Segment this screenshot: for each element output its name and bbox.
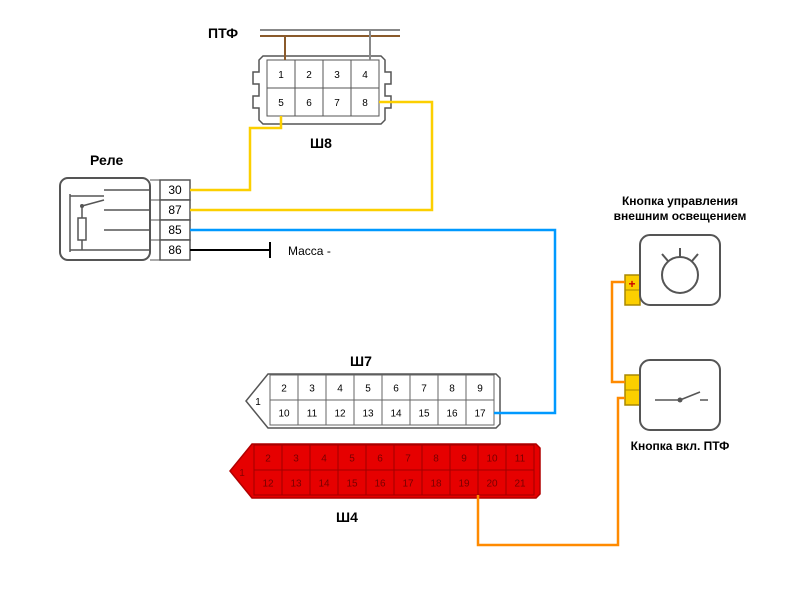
svg-text:16: 16 bbox=[446, 409, 458, 420]
svg-text:21: 21 bbox=[514, 479, 526, 490]
svg-text:5: 5 bbox=[278, 98, 284, 109]
ptf-label: ПТФ bbox=[208, 25, 238, 41]
svg-text:11: 11 bbox=[515, 454, 526, 465]
wire-30-sh8-1 bbox=[190, 116, 281, 190]
svg-text:16: 16 bbox=[374, 479, 386, 490]
btn-ptf-label: Кнопка вкл. ПТФ bbox=[631, 439, 730, 453]
svg-text:+: + bbox=[628, 277, 635, 291]
btn-ptf bbox=[625, 360, 720, 430]
svg-text:12: 12 bbox=[334, 409, 346, 420]
svg-text:86: 86 bbox=[168, 243, 182, 257]
connector-sh4: 2 3 4 5 6 7 8 9 10 11 12 13 14 15 16 17 18 19 20 21 1 bbox=[230, 444, 540, 498]
svg-text:2: 2 bbox=[281, 384, 287, 395]
svg-text:17: 17 bbox=[474, 409, 486, 420]
svg-text:6: 6 bbox=[393, 384, 399, 395]
svg-text:15: 15 bbox=[346, 479, 358, 490]
svg-text:1: 1 bbox=[255, 397, 261, 408]
svg-text:13: 13 bbox=[290, 479, 302, 490]
svg-text:87: 87 bbox=[168, 203, 182, 217]
svg-text:10: 10 bbox=[278, 409, 290, 420]
svg-text:20: 20 bbox=[486, 479, 498, 490]
svg-text:9: 9 bbox=[461, 454, 467, 465]
wiring-diagram: Реле 30 87 85 86 12345678 Ш8 ПТФ 2345678… bbox=[0, 0, 800, 600]
svg-text:13: 13 bbox=[362, 409, 374, 420]
svg-text:14: 14 bbox=[390, 409, 402, 420]
relay-label: Реле bbox=[90, 152, 123, 168]
svg-text:3: 3 bbox=[293, 454, 299, 465]
svg-text:3: 3 bbox=[334, 70, 340, 81]
svg-text:18: 18 bbox=[430, 479, 442, 490]
sh8-label: Ш8 bbox=[310, 135, 332, 151]
svg-text:3: 3 bbox=[309, 384, 315, 395]
relay-pins: 30 87 85 86 bbox=[150, 180, 190, 260]
svg-text:2: 2 bbox=[306, 70, 312, 81]
svg-text:12: 12 bbox=[262, 479, 274, 490]
svg-text:8: 8 bbox=[362, 98, 368, 109]
svg-text:7: 7 bbox=[421, 384, 427, 395]
svg-text:10: 10 bbox=[486, 454, 498, 465]
svg-text:4: 4 bbox=[362, 70, 368, 81]
btn-ext-label-2: внешним освещением bbox=[614, 209, 747, 223]
sh7-label: Ш7 bbox=[350, 353, 372, 369]
svg-text:14: 14 bbox=[318, 479, 330, 490]
svg-text:4: 4 bbox=[321, 454, 327, 465]
wire-ext-to-ptf bbox=[612, 282, 625, 382]
sh4-label: Ш4 bbox=[336, 509, 358, 525]
svg-text:15: 15 bbox=[418, 409, 430, 420]
svg-text:6: 6 bbox=[377, 454, 383, 465]
svg-text:11: 11 bbox=[307, 409, 318, 420]
svg-text:5: 5 bbox=[349, 454, 355, 465]
svg-text:6: 6 bbox=[306, 98, 312, 109]
svg-text:Масса -: Масса - bbox=[288, 244, 331, 258]
connector-sh7: 2 3 4 5 6 7 8 9 10 11 12 13 14 15 16 17 1 bbox=[246, 374, 500, 428]
svg-text:85: 85 bbox=[168, 223, 182, 237]
svg-text:9: 9 bbox=[477, 384, 483, 395]
svg-text:8: 8 bbox=[433, 454, 439, 465]
svg-text:30: 30 bbox=[168, 183, 182, 197]
btn-external-lighting: + bbox=[625, 235, 720, 305]
ground: Масса - bbox=[270, 242, 331, 258]
svg-text:8: 8 bbox=[449, 384, 455, 395]
svg-text:5: 5 bbox=[365, 384, 371, 395]
btn-ext-label-1: Кнопка управления bbox=[622, 194, 738, 208]
connector-sh8: 1 2 3 4 5 6 7 8 bbox=[253, 56, 391, 124]
svg-text:1: 1 bbox=[239, 468, 245, 479]
svg-text:19: 19 bbox=[458, 479, 470, 490]
svg-text:7: 7 bbox=[405, 454, 411, 465]
svg-text:1: 1 bbox=[278, 70, 284, 81]
svg-text:4: 4 bbox=[337, 384, 343, 395]
svg-text:7: 7 bbox=[334, 98, 340, 109]
svg-text:17: 17 bbox=[402, 479, 414, 490]
svg-text:2: 2 bbox=[265, 454, 271, 465]
relay bbox=[60, 178, 150, 260]
